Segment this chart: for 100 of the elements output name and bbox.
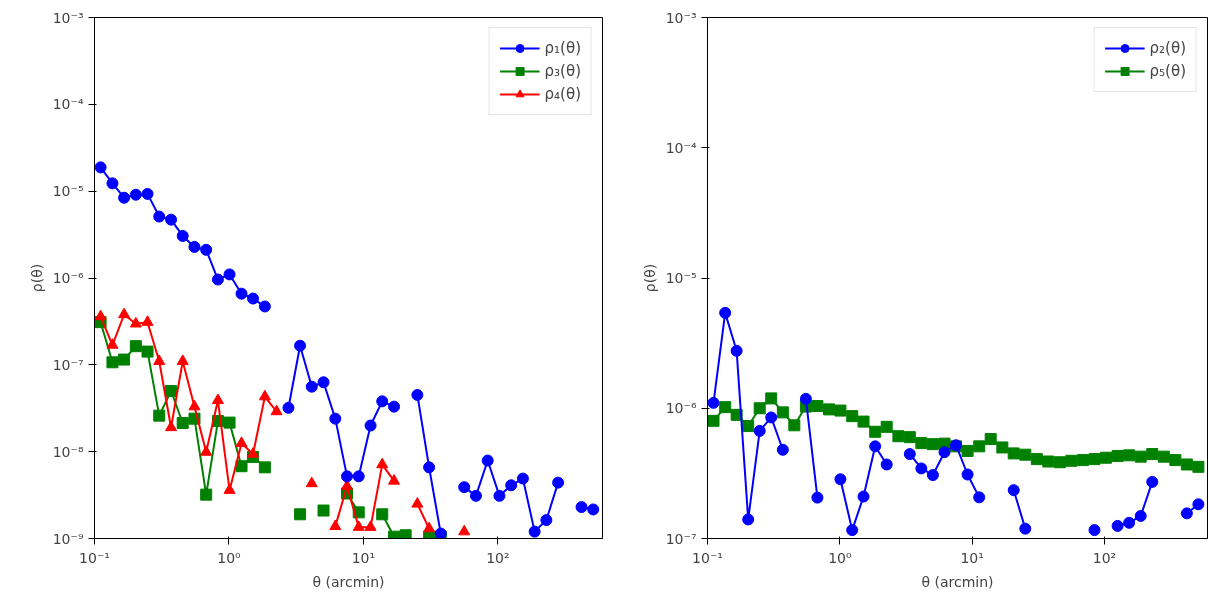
point	[165, 420, 178, 432]
point	[1180, 458, 1193, 471]
point	[341, 470, 353, 483]
point	[258, 300, 271, 313]
y-tick-label: 10⁻⁶	[665, 400, 697, 417]
point	[200, 488, 213, 501]
point	[707, 396, 720, 409]
point	[1088, 453, 1101, 466]
y-tick-label: 10⁻⁷	[665, 530, 697, 547]
point	[129, 188, 142, 201]
point	[753, 402, 766, 415]
y-tick-label: 10⁻⁵	[52, 183, 84, 200]
point	[188, 240, 201, 253]
point	[118, 353, 131, 366]
point	[388, 400, 401, 413]
point	[788, 419, 801, 432]
point	[188, 399, 201, 411]
point	[458, 524, 471, 536]
point	[235, 436, 248, 447]
point	[996, 441, 1009, 454]
legend-label: ρ₁(θ)	[544, 39, 581, 57]
point	[1076, 454, 1089, 467]
point	[1180, 507, 1193, 520]
point	[153, 210, 166, 223]
point	[223, 416, 236, 429]
point	[153, 409, 166, 422]
point	[153, 354, 166, 365]
point	[423, 461, 436, 474]
point	[846, 524, 859, 537]
point	[1053, 456, 1066, 469]
point	[317, 504, 330, 517]
point	[719, 306, 732, 319]
y-tick-label: 10⁻⁷	[52, 356, 84, 373]
point	[869, 440, 882, 453]
point	[176, 354, 189, 365]
point	[903, 431, 916, 444]
point	[938, 446, 951, 459]
point	[1007, 484, 1020, 497]
point	[1042, 455, 1055, 468]
point	[493, 489, 506, 502]
point	[1123, 516, 1136, 529]
point	[1088, 524, 1101, 537]
point	[305, 380, 318, 393]
point	[106, 356, 119, 369]
legend-label: ρ₂(θ)	[1149, 39, 1186, 57]
x-axis-title: θ (arcmin)	[312, 573, 385, 590]
point	[469, 489, 482, 502]
point	[834, 404, 847, 417]
point	[141, 345, 154, 358]
point	[892, 430, 905, 443]
x-axis-title: θ (arcmin)	[921, 573, 994, 590]
y-axis-title: ρ(θ)	[641, 263, 658, 293]
point	[247, 447, 260, 458]
legend-label: ρ₄(θ)	[544, 85, 581, 103]
legend-label: ρ₃(θ)	[544, 62, 581, 80]
point	[1146, 448, 1159, 461]
y-tick-label: 10⁻⁹	[52, 530, 84, 547]
point	[1157, 450, 1170, 463]
point	[776, 406, 789, 419]
point	[235, 287, 248, 300]
point	[1065, 454, 1078, 467]
legend-label: ρ₅(θ)	[1149, 62, 1186, 80]
point	[926, 438, 939, 451]
point	[776, 443, 789, 456]
point	[1146, 475, 1159, 488]
point	[141, 315, 154, 326]
point	[258, 389, 271, 401]
point	[799, 392, 812, 405]
point	[352, 470, 365, 483]
point	[1169, 454, 1182, 467]
y-tick-label: 10⁻⁶	[52, 270, 84, 286]
point	[742, 420, 755, 433]
point	[811, 400, 824, 413]
point	[200, 243, 213, 256]
y-tick-label: 10⁻³	[665, 9, 697, 26]
x-tick-label: 10¹	[351, 549, 376, 566]
point	[305, 476, 318, 488]
point	[719, 401, 732, 414]
point	[364, 520, 377, 531]
point	[329, 519, 342, 531]
point	[869, 425, 882, 438]
point	[129, 340, 142, 353]
point	[811, 491, 824, 504]
point	[742, 513, 755, 526]
x-tick-label: 10⁰	[828, 549, 852, 566]
x-tick-label: 10¹	[960, 549, 984, 566]
point	[211, 393, 224, 405]
point	[458, 481, 471, 494]
y-tick-label: 10⁻⁴	[52, 96, 84, 113]
point	[915, 437, 928, 450]
point	[753, 424, 766, 437]
point	[376, 395, 389, 408]
point	[399, 529, 412, 539]
point	[984, 433, 997, 446]
point	[707, 414, 720, 427]
x-tick-label: 10⁻¹	[79, 549, 110, 566]
point	[235, 460, 248, 473]
y-tick-label: 10⁻⁸	[52, 443, 84, 460]
point	[973, 491, 986, 504]
point	[211, 273, 224, 286]
